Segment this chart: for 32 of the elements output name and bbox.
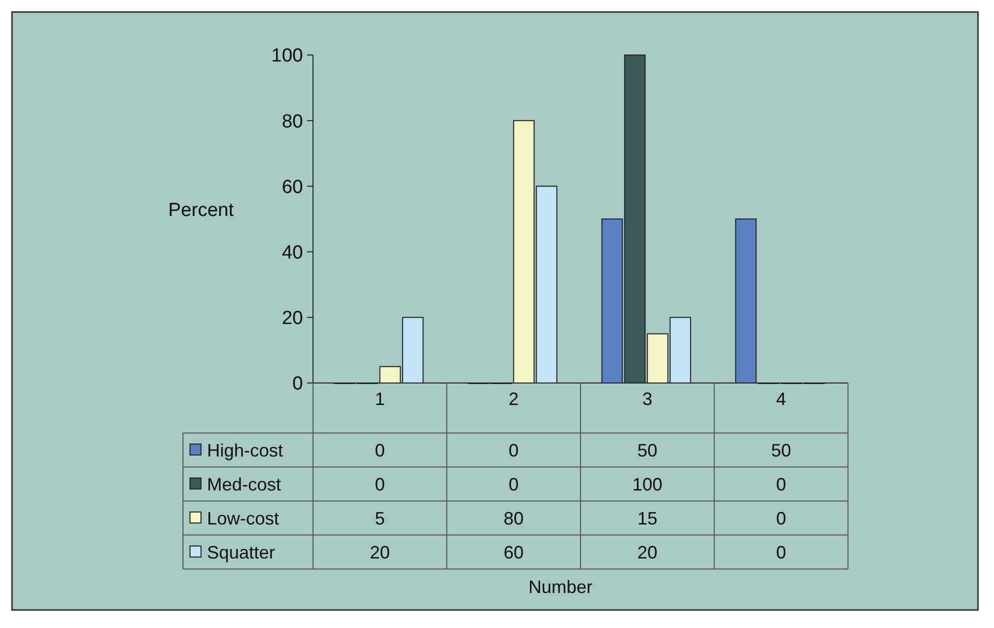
data-label: 0 [776,474,786,494]
data-label: 50 [771,440,792,460]
y-tick-label: 60 [282,176,303,198]
legend-label: Squatter [207,542,276,562]
data-label: 0 [776,542,786,562]
data-label: 100 [632,474,662,494]
y-tick-label: 80 [282,111,303,132]
x-tick-label: 1 [374,389,385,409]
data-label: 0 [776,508,786,528]
x-tick-label: 4 [776,389,786,409]
legend-label: High-cost [207,440,284,460]
y-tick-label: 0 [292,374,303,395]
data-label: 60 [504,542,524,562]
data-label: 0 [508,474,519,494]
data-label: 50 [637,440,658,460]
data-label: 80 [504,508,524,528]
data-label: 0 [374,474,385,494]
text: Number [528,577,593,597]
legend-label: Med-cost [207,474,282,494]
data-label: 5 [374,508,385,528]
data-label: 20 [637,542,658,562]
y-tick-label: 100 [271,46,303,67]
x-tick-label: 3 [642,389,652,409]
data-label: 0 [374,440,385,460]
data-label: 20 [370,542,390,562]
legend-label: Low-cost [207,508,280,528]
data-label: 0 [508,440,519,460]
y-tick-label: 20 [282,308,303,330]
data-label: 15 [637,508,658,528]
x-tick-label: 2 [508,389,519,409]
y-tick-label: 40 [282,242,303,264]
y-axis-title: Percent [168,200,234,221]
